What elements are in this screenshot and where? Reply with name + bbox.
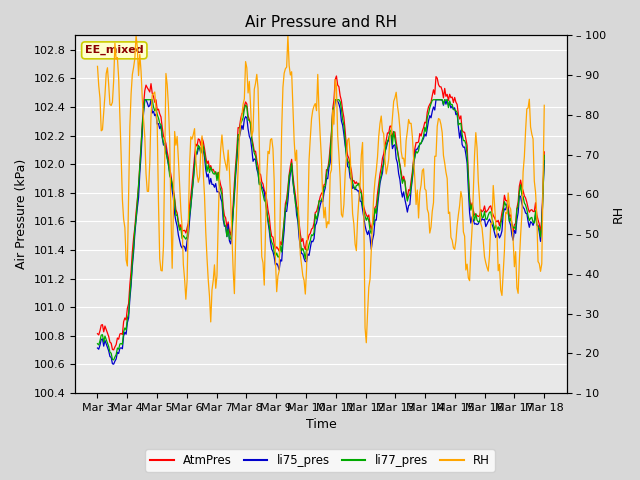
X-axis label: Time: Time <box>305 419 336 432</box>
Legend: AtmPres, li75_pres, li77_pres, RH: AtmPres, li75_pres, li77_pres, RH <box>145 449 495 472</box>
Y-axis label: RH: RH <box>612 205 625 223</box>
Title: Air Pressure and RH: Air Pressure and RH <box>245 15 397 30</box>
Text: EE_mixed: EE_mixed <box>85 45 143 56</box>
Y-axis label: Air Pressure (kPa): Air Pressure (kPa) <box>15 159 28 269</box>
